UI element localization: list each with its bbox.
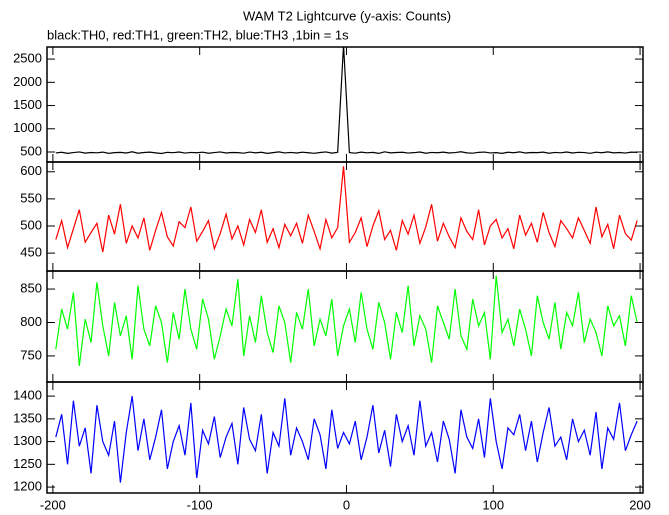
y-tick-label: 800 [20, 314, 42, 329]
data-line [55, 275, 638, 367]
y-tick-label: 550 [20, 190, 42, 205]
y-tick-label: 2500 [13, 51, 42, 66]
y-tick-label: 500 [20, 217, 42, 232]
y-tick-label: 1000 [13, 120, 42, 135]
y-tick-label: 1300 [13, 433, 42, 448]
x-tick-label: -200 [40, 497, 66, 512]
x-tick-label: -100 [187, 497, 213, 512]
y-tick-label: 1250 [13, 456, 42, 471]
x-tick-label: 200 [629, 497, 651, 512]
y-tick-label: 750 [20, 347, 42, 362]
data-line [55, 396, 638, 483]
panel-frame [46, 270, 644, 383]
x-tick-label: 100 [482, 497, 504, 512]
y-tick-label: 1350 [13, 410, 42, 425]
y-tick-label: 850 [20, 280, 42, 295]
y-tick-label: 500 [20, 143, 42, 158]
y-tick-label: 1400 [13, 388, 42, 403]
y-tick-label: 2000 [13, 74, 42, 89]
y-tick-label: 1200 [13, 479, 42, 494]
panel-frame [46, 381, 644, 494]
chart-subtitle: black:TH0, red:TH1, green:TH2, blue:TH3 … [47, 27, 349, 42]
y-tick-label: 450 [20, 245, 42, 260]
data-line [55, 166, 638, 253]
x-tick-label: 0 [343, 497, 350, 512]
y-tick-label: 600 [20, 163, 42, 178]
y-tick-label: 1500 [13, 97, 42, 112]
data-line [55, 47, 638, 155]
chart-title: WAM T2 Lightcurve (y-axis: Counts) [243, 8, 451, 23]
